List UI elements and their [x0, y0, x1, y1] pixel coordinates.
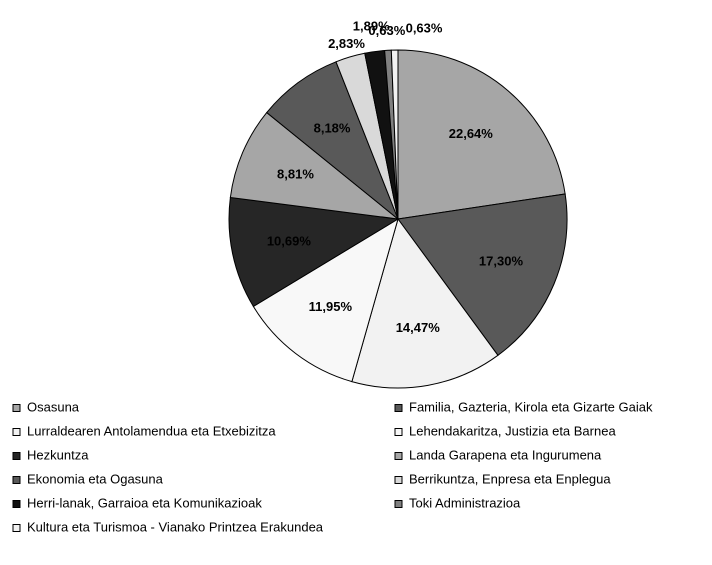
legend-swatch — [394, 404, 403, 412]
data-label: 0,63% — [368, 23, 405, 38]
legend-swatch — [12, 476, 21, 484]
data-label: 14,47% — [396, 320, 441, 335]
pie-slice — [229, 111, 400, 220]
data-label: 0,63% — [406, 20, 443, 35]
legend-swatch — [12, 404, 21, 412]
data-label: 8,81% — [277, 167, 314, 182]
legend-label: Herri-lanak, Garraioa eta Komunikazioak — [27, 495, 262, 510]
legend-label: Ekonomia eta Ogasuna — [27, 471, 164, 486]
pie-slice — [397, 193, 568, 356]
pie-slice — [397, 49, 566, 220]
legend-swatch — [394, 428, 403, 436]
pie-slice — [228, 196, 400, 308]
data-label: 10,69% — [267, 233, 312, 248]
legend-label: Familia, Gazteria, Kirola eta Gizarte Ga… — [409, 399, 653, 414]
legend-label: Osasuna — [27, 399, 80, 414]
legend-label: Hezkuntza — [27, 447, 89, 462]
legend-swatch — [394, 452, 403, 460]
data-label: 1,89% — [353, 18, 390, 33]
legend-label: Toki Administrazioa — [409, 495, 521, 510]
legend-swatch — [12, 452, 21, 460]
data-label: 17,30% — [479, 253, 524, 268]
legend-swatch — [12, 428, 21, 436]
pie-slice — [266, 61, 400, 221]
pie-slice — [252, 217, 399, 383]
pie-slice — [390, 49, 399, 220]
legend-swatch — [394, 500, 403, 508]
legend-swatch — [394, 476, 403, 484]
legend-label: Landa Garapena eta Ingurumena — [409, 447, 602, 462]
data-label: 22,64% — [449, 126, 494, 141]
legend-swatch — [12, 524, 21, 532]
data-label: 11,95% — [309, 299, 353, 314]
legend-label: Kultura eta Turismoa - Vianako Printzea … — [27, 519, 324, 534]
data-label: 2,83% — [328, 36, 365, 51]
legend-swatch — [12, 500, 21, 508]
data-label: 8,18% — [314, 120, 351, 135]
legend-label: Berrikuntza, Enpresa eta Enplegua — [409, 471, 611, 486]
legend-label: Lehendakaritza, Justizia eta Barnea — [409, 423, 616, 438]
legend-label: Lurraldearen Antolamendua eta Etxebizitz… — [27, 423, 276, 438]
pie-slice — [351, 217, 499, 389]
